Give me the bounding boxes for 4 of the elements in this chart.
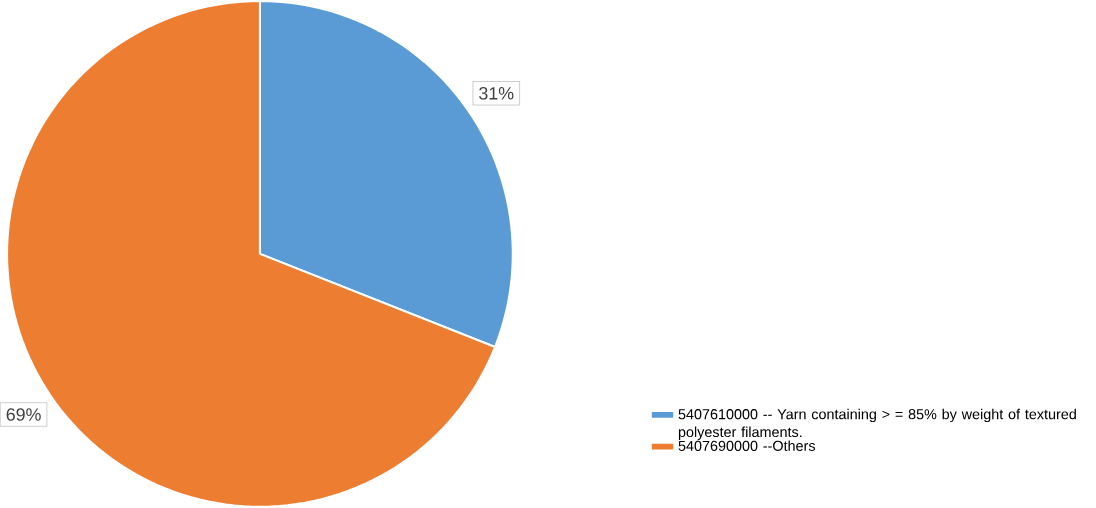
legend-label: 5407690000 --Others (678, 440, 816, 452)
legend-label: 5407610000 -- Yarn containing > = 85% by weight of textured polyester filaments. (678, 408, 1076, 441)
data-label: 31% (479, 87, 514, 100)
data-label: 69% (6, 408, 41, 421)
